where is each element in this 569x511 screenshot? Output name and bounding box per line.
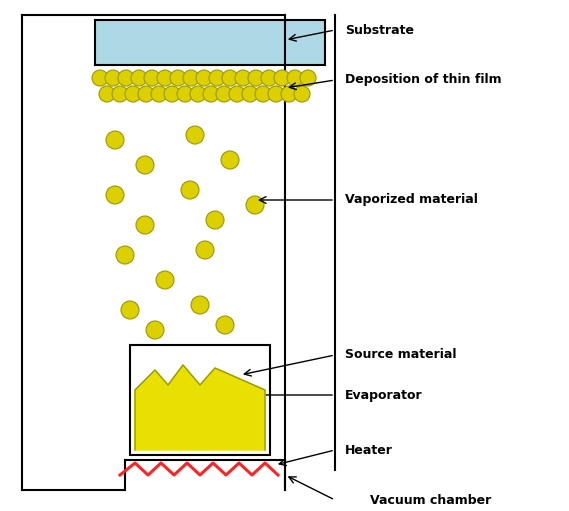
Text: Vacuum chamber: Vacuum chamber bbox=[370, 494, 491, 506]
Circle shape bbox=[206, 211, 224, 229]
Circle shape bbox=[164, 86, 180, 102]
Circle shape bbox=[281, 86, 297, 102]
Circle shape bbox=[196, 70, 212, 86]
Circle shape bbox=[274, 70, 290, 86]
Circle shape bbox=[170, 70, 186, 86]
Circle shape bbox=[131, 70, 147, 86]
Circle shape bbox=[146, 321, 164, 339]
Circle shape bbox=[294, 86, 310, 102]
Circle shape bbox=[156, 271, 174, 289]
Circle shape bbox=[118, 70, 134, 86]
Text: Heater: Heater bbox=[345, 444, 393, 456]
Polygon shape bbox=[135, 365, 265, 450]
Text: Vaporized material: Vaporized material bbox=[345, 194, 478, 206]
Circle shape bbox=[177, 86, 193, 102]
Circle shape bbox=[235, 70, 251, 86]
Circle shape bbox=[191, 296, 209, 314]
Circle shape bbox=[151, 86, 167, 102]
Circle shape bbox=[229, 86, 245, 102]
Text: Substrate: Substrate bbox=[345, 24, 414, 36]
Circle shape bbox=[216, 86, 232, 102]
Circle shape bbox=[221, 151, 239, 169]
Circle shape bbox=[287, 70, 303, 86]
Circle shape bbox=[216, 316, 234, 334]
Circle shape bbox=[300, 70, 316, 86]
Circle shape bbox=[255, 86, 271, 102]
Text: Evaporator: Evaporator bbox=[345, 388, 423, 402]
Circle shape bbox=[246, 196, 264, 214]
Circle shape bbox=[144, 70, 160, 86]
Circle shape bbox=[183, 70, 199, 86]
Circle shape bbox=[116, 246, 134, 264]
Circle shape bbox=[136, 216, 154, 234]
Circle shape bbox=[125, 86, 141, 102]
Circle shape bbox=[99, 86, 115, 102]
Circle shape bbox=[121, 301, 139, 319]
Circle shape bbox=[138, 86, 154, 102]
Circle shape bbox=[92, 70, 108, 86]
Circle shape bbox=[248, 70, 264, 86]
Circle shape bbox=[268, 86, 284, 102]
Circle shape bbox=[190, 86, 206, 102]
Circle shape bbox=[242, 86, 258, 102]
Text: Deposition of thin film: Deposition of thin film bbox=[345, 74, 502, 86]
Circle shape bbox=[203, 86, 219, 102]
Bar bbox=[95, 20, 325, 65]
Circle shape bbox=[105, 70, 121, 86]
Circle shape bbox=[181, 181, 199, 199]
Bar bbox=[130, 345, 270, 455]
Circle shape bbox=[196, 241, 214, 259]
Circle shape bbox=[261, 70, 277, 86]
Circle shape bbox=[222, 70, 238, 86]
Circle shape bbox=[112, 86, 128, 102]
Circle shape bbox=[106, 131, 124, 149]
Text: Source material: Source material bbox=[345, 349, 456, 361]
Circle shape bbox=[136, 156, 154, 174]
Circle shape bbox=[209, 70, 225, 86]
Circle shape bbox=[106, 186, 124, 204]
Circle shape bbox=[157, 70, 173, 86]
Circle shape bbox=[186, 126, 204, 144]
